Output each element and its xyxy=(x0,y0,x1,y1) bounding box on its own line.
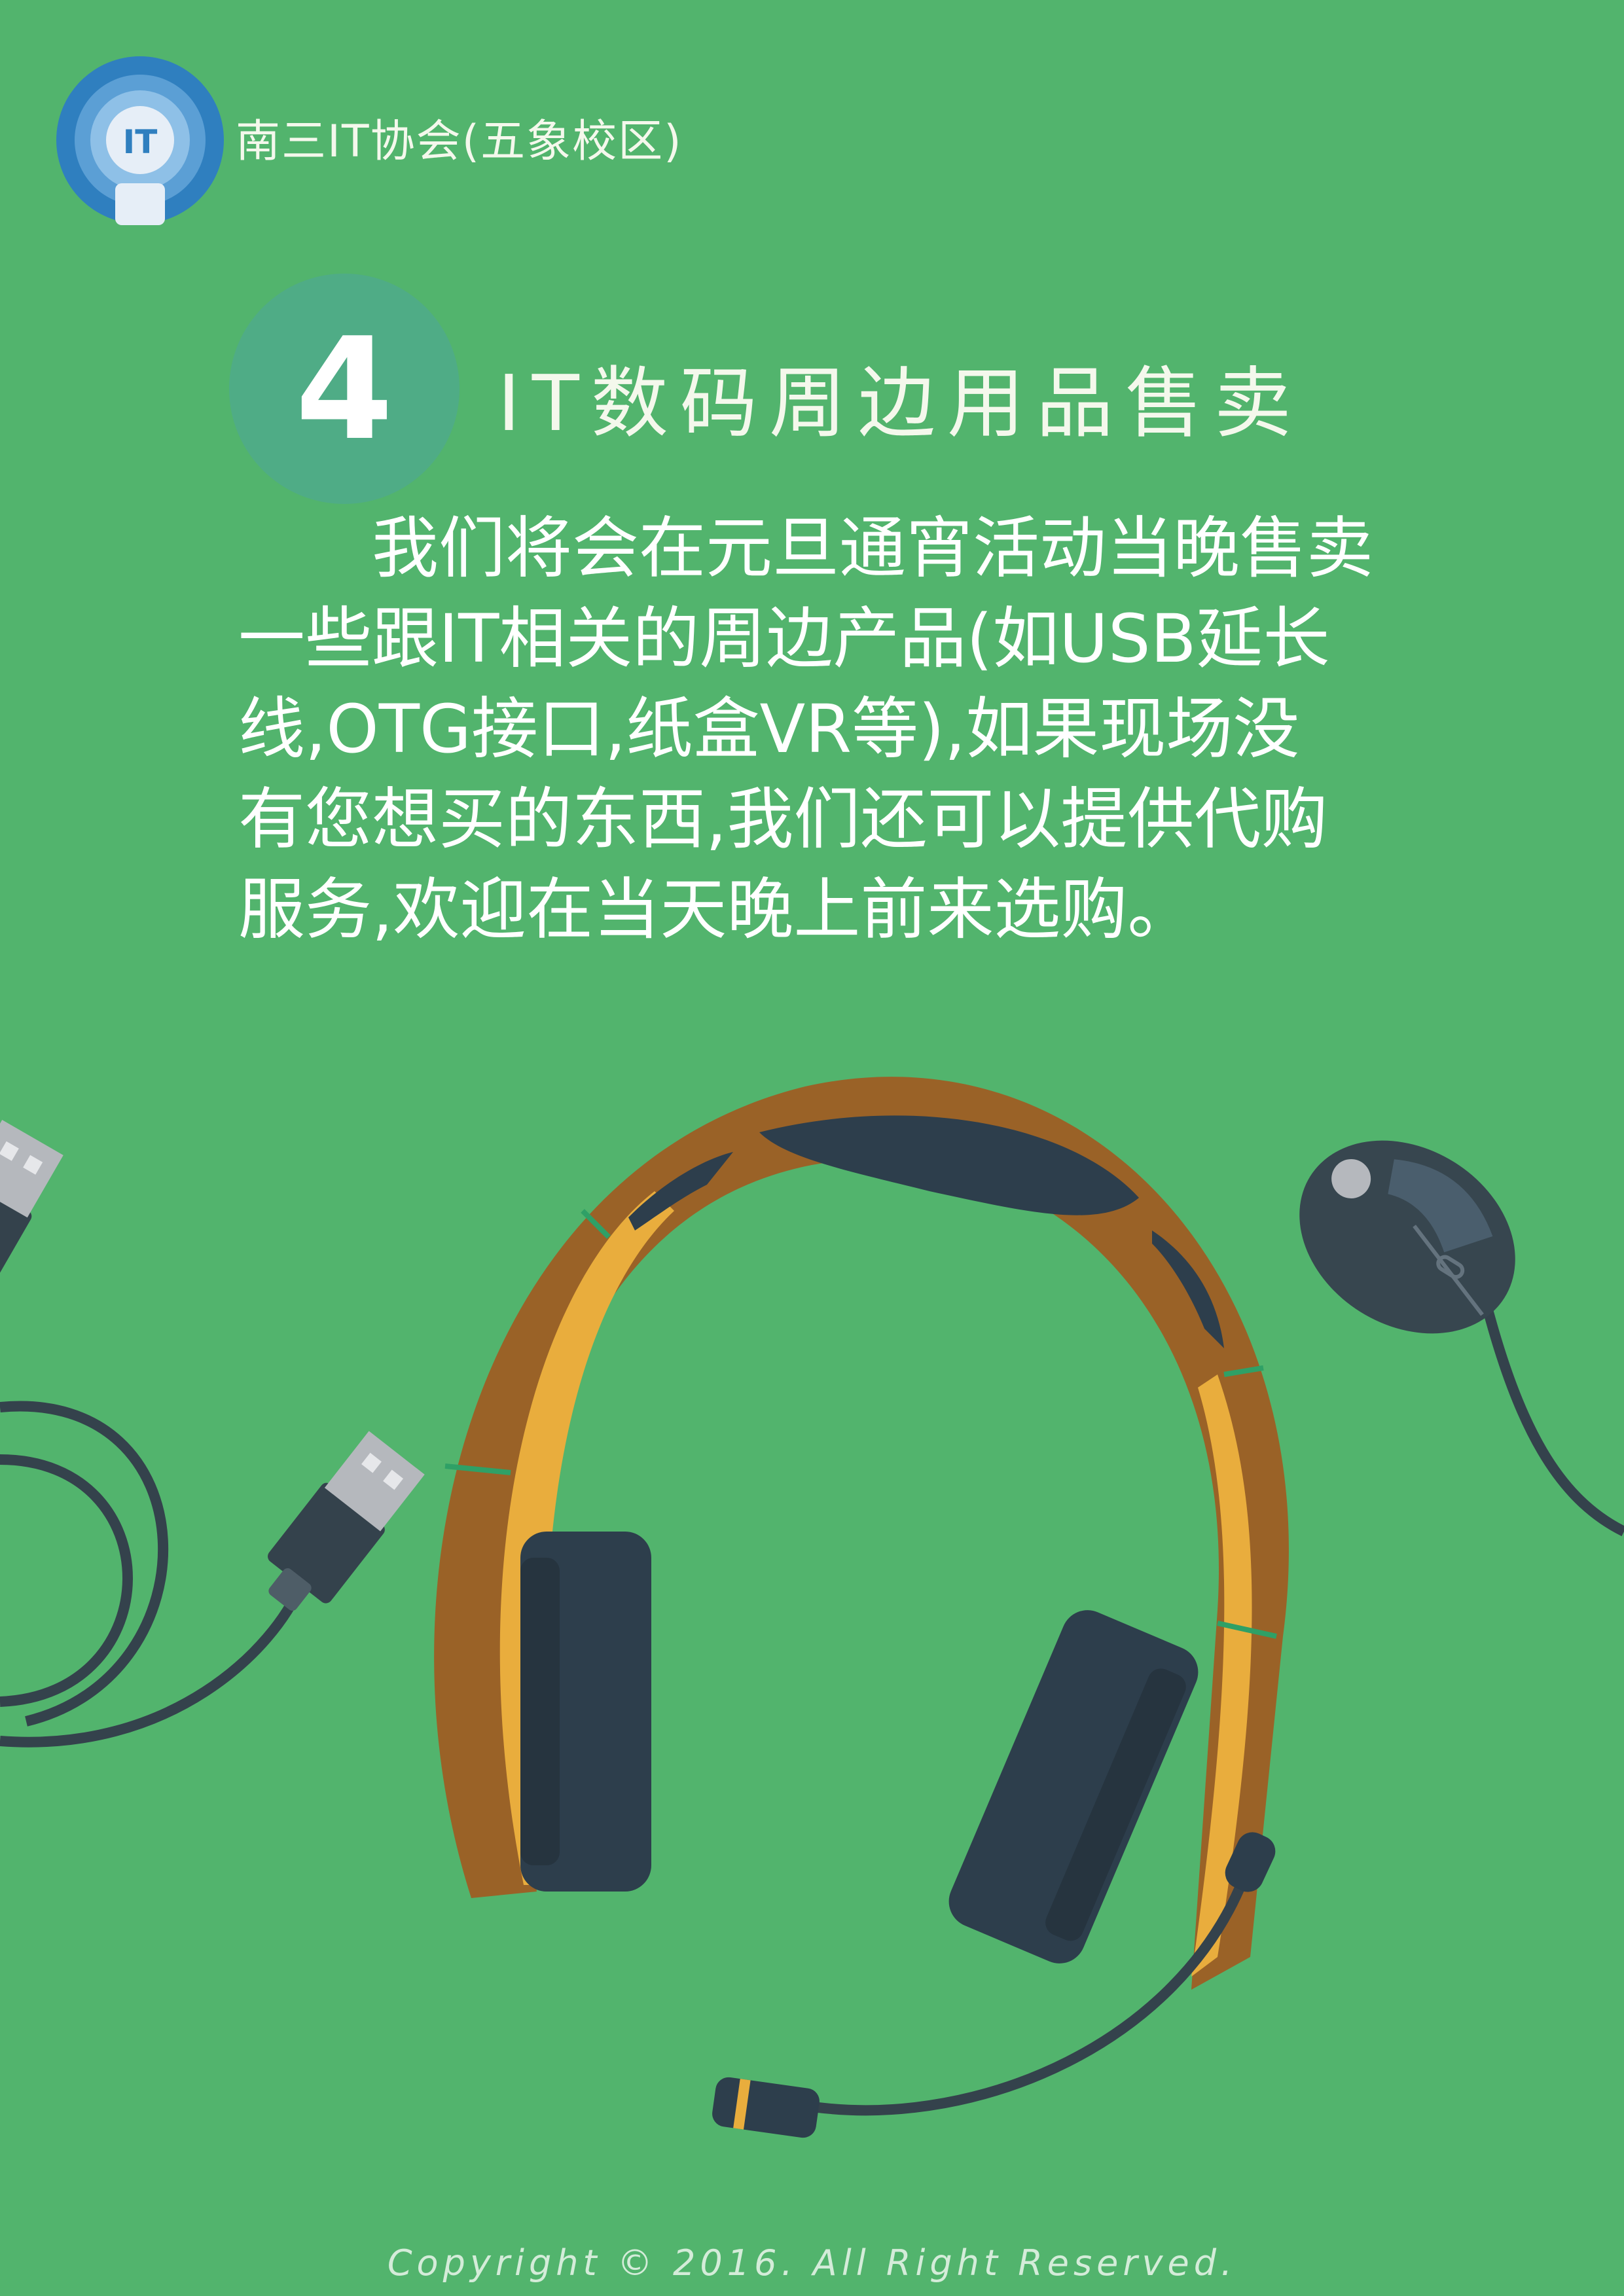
body-line: 线,OTG接口,纸盒VR等),如果现场没 xyxy=(238,691,1300,768)
mouse-icon xyxy=(1299,1140,1624,1537)
it-badge-icon: IT xyxy=(56,56,224,225)
section-number-circle xyxy=(229,274,460,504)
section-number: 4 xyxy=(295,306,393,471)
logo-text: IT xyxy=(123,123,158,161)
headset-icon xyxy=(434,1077,1289,2138)
body-line: 一些跟IT相关的周边产品(如USB延长 xyxy=(238,600,1330,678)
illustration-svg xyxy=(0,1077,1624,2138)
org-name: 南三IT协会(五象校区) xyxy=(236,116,683,168)
body-line: 服务,欢迎在当天晚上前来选购。 xyxy=(238,871,1195,949)
section-title: IT数码周边用品售卖 xyxy=(497,358,1303,448)
illustration xyxy=(0,1021,1624,2199)
section-body: 我们将会在元旦通宵活动当晚售卖 一些跟IT相关的周边产品(如USB延长 线,OT… xyxy=(238,504,1384,956)
org-logo: IT xyxy=(55,55,225,225)
copyright-text: Copyright © 2016. All Right Reserved. xyxy=(387,2242,1237,2284)
body-line: 我们将会在元旦通宵活动当晚售卖 xyxy=(238,510,1373,588)
usb-cable-icon xyxy=(0,1120,425,1748)
body-line: 有您想买的东西,我们还可以提供代购 xyxy=(238,781,1328,859)
